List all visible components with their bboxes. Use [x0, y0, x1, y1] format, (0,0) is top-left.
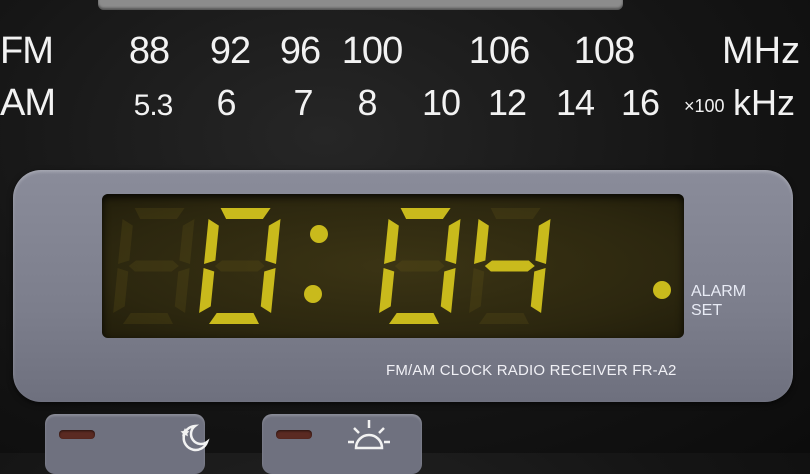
segment-c-lit — [260, 268, 276, 313]
wake-indicator-led — [276, 430, 312, 439]
segment-g-lit — [484, 260, 535, 272]
segment-f-lit — [204, 219, 219, 264]
sleep-indicator-led — [59, 430, 95, 439]
segment-g-unlit — [214, 260, 265, 272]
moon-star-icon — [180, 424, 210, 452]
segment-e-lit — [379, 268, 395, 313]
seven-segment-time — [113, 208, 671, 324]
am-tick: 8 — [357, 82, 377, 123]
model-label: FM/AM CLOCK RADIO RECEIVER FR-A2 — [386, 362, 677, 379]
indicator-dot-lit — [304, 285, 322, 303]
am-tick: 10 — [421, 82, 461, 123]
am-tick: 14 — [555, 82, 595, 123]
sleep-button[interactable] — [45, 414, 210, 474]
segment-d-lit — [209, 313, 259, 324]
fm-tick: 96 — [279, 30, 321, 72]
segment-f-lit — [384, 219, 399, 264]
segment-f-lit — [474, 219, 489, 264]
segment-c-lit — [530, 268, 546, 313]
segment-d-unlit — [123, 313, 173, 324]
segment-c-unlit — [174, 268, 190, 313]
fm-tick: 92 — [209, 30, 251, 72]
segment-d-lit — [389, 313, 439, 324]
fm-tick: 100 — [341, 30, 403, 72]
segment-b-lit — [265, 219, 281, 264]
fm-tick: 88 — [128, 30, 170, 72]
segment-g-unlit — [394, 260, 445, 272]
am-tick: 5.3 — [133, 82, 174, 124]
segment-g-unlit — [128, 260, 179, 272]
segment-e-unlit — [113, 268, 129, 313]
indicator-dot-lit — [310, 225, 328, 243]
segment-e-lit — [199, 268, 215, 313]
segment-b-unlit — [179, 219, 195, 264]
am-tick: 7 — [293, 82, 313, 123]
sunrise-icon — [348, 420, 390, 450]
indicator-dot-lit — [653, 281, 671, 299]
segment-b-lit — [535, 219, 551, 264]
segment-d-unlit — [479, 313, 529, 324]
segment-b-lit — [445, 219, 461, 264]
segment-f-unlit — [118, 219, 133, 264]
segment-c-lit — [440, 268, 456, 313]
alarm-set-indicator: ALARM SET — [691, 283, 747, 319]
am-unit-prefix: ×100 — [684, 96, 725, 116]
clock-display — [102, 194, 684, 338]
segment-e-unlit — [469, 268, 485, 313]
top-strip — [98, 0, 623, 10]
segment-group — [113, 208, 671, 324]
am-unit: kHz — [733, 82, 795, 123]
am-tick: 12 — [487, 82, 527, 123]
wake-button[interactable] — [262, 414, 422, 474]
fm-band-label: FM — [0, 30, 54, 72]
fm-unit: MHz — [722, 30, 801, 72]
am-tick: 6 — [216, 82, 236, 123]
fm-tick: 106 — [468, 30, 530, 72]
segment-a-lit — [220, 208, 271, 219]
segment-a-unlit — [490, 208, 541, 219]
am-band-label: AM — [0, 82, 56, 124]
am-tick: 16 — [620, 82, 660, 123]
segment-a-lit — [400, 208, 451, 219]
fm-tick: 108 — [573, 30, 635, 72]
segment-a-unlit — [134, 208, 185, 219]
am-tick-value: 5.3 — [133, 89, 174, 122]
